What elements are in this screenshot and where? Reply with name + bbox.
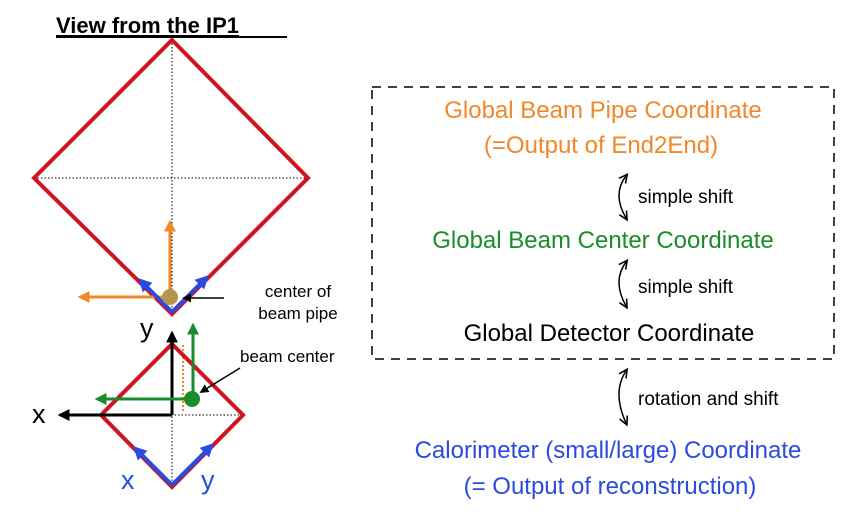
lower-blue-y-arrow [170, 443, 214, 487]
detector-x-label: x [32, 399, 46, 429]
shift-label-1: simple shift [638, 187, 734, 208]
shift-arrow-3 [618, 371, 626, 423]
shift-arrow-1 [618, 176, 626, 218]
shift-label-2: simple shift [638, 277, 734, 298]
beam-center-dot [184, 391, 200, 407]
shift-arrow-2 [618, 262, 626, 306]
calorimeter-x-label: x [121, 465, 135, 495]
beam-center-label: beam center [240, 347, 335, 366]
center-of-beam-pipe-label-2: beam pipe [258, 304, 337, 323]
beam-pipe-axes [77, 219, 176, 303]
beam-center-axes [94, 322, 199, 405]
lower-detector-diamond [98, 341, 246, 490]
upper-detector-diamond [31, 37, 311, 317]
detector-axes [57, 330, 178, 421]
global-coordinates-box [371, 86, 835, 360]
shift-label-3: rotation and shift [638, 389, 779, 410]
beam-pipe-center-dot [162, 289, 178, 305]
calorimeter-y-label: y [201, 465, 215, 495]
diagram-title: View from the IP1 [56, 13, 239, 38]
calorimeter-subtitle: (= Output of reconstruction) [464, 473, 757, 500]
global-beam-pipe-subtitle: (=Output of End2End) [484, 132, 718, 159]
global-beam-center-title: Global Beam Center Coordinate [432, 227, 774, 254]
calorimeter-title: Calorimeter (small/large) Coordinate [415, 437, 802, 464]
detector-y-label: y [140, 313, 154, 343]
upper-detector-group [31, 37, 311, 317]
beam-center-pointer [199, 367, 241, 393]
lower-blue-x-arrow [133, 446, 174, 487]
global-detector-title: Global Detector Coordinate [464, 320, 755, 347]
global-beam-pipe-title: Global Beam Pipe Coordinate [444, 97, 762, 124]
upper-blue-x-arrow [138, 278, 174, 314]
center-of-beam-pipe-label-1: center of [265, 282, 331, 301]
lower-calorimeter-axes [133, 443, 214, 487]
